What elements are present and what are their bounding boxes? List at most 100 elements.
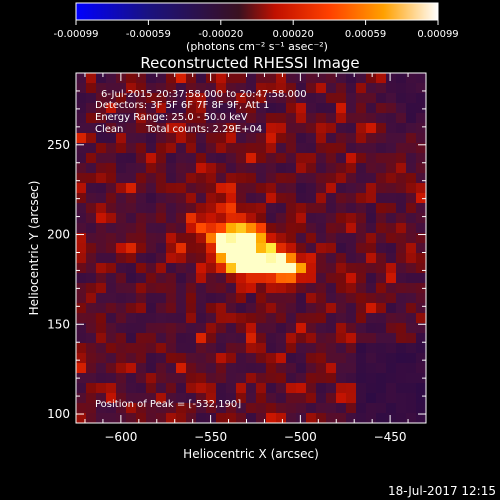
- heatmap-cell: [246, 283, 257, 294]
- heatmap-cell: [296, 323, 307, 334]
- heatmap-cell: [186, 203, 197, 214]
- heatmap-cell: [296, 163, 307, 174]
- heatmap-cell: [146, 163, 157, 174]
- heatmap-cell: [96, 353, 107, 364]
- heatmap-cell: [346, 313, 357, 324]
- heatmap-cell: [286, 323, 297, 334]
- heatmap-cell: [196, 333, 207, 344]
- heatmap-cell: [386, 153, 397, 164]
- heatmap-cell: [86, 333, 97, 344]
- heatmap-cell: [116, 373, 127, 384]
- heatmap-cell: [406, 243, 417, 254]
- heatmap-cell: [166, 263, 177, 274]
- heatmap-cell: [226, 73, 237, 84]
- heatmap-cell: [346, 363, 357, 374]
- heatmap-cell: [156, 333, 167, 344]
- heatmap-cell: [296, 223, 307, 234]
- heatmap-cell: [216, 103, 227, 114]
- heatmap-cell: [206, 113, 217, 124]
- heatmap-cell: [376, 163, 387, 174]
- heatmap-cell: [106, 113, 117, 124]
- heatmap-cell: [306, 263, 317, 274]
- heatmap-cell: [326, 203, 337, 214]
- heatmap-cell: [206, 193, 217, 204]
- heatmap-cell: [216, 313, 227, 324]
- heatmap-cell: [366, 213, 377, 224]
- heatmap-cell: [236, 273, 247, 284]
- heatmap-cell: [256, 353, 267, 364]
- heatmap-cell: [126, 243, 137, 254]
- heatmap-cell: [296, 173, 307, 184]
- heatmap-cell: [256, 273, 267, 284]
- heatmap-cell: [266, 343, 277, 354]
- heatmap-cell: [326, 113, 337, 124]
- heatmap-cell: [186, 193, 197, 204]
- heatmap-cell: [346, 203, 357, 214]
- heatmap-cell: [226, 153, 237, 164]
- heatmap-cell: [186, 333, 197, 344]
- heatmap-cell: [206, 283, 217, 294]
- heatmap-cell: [336, 343, 347, 354]
- heatmap-cell: [206, 163, 217, 174]
- heatmap-cell: [256, 263, 267, 274]
- heatmap-cell: [166, 103, 177, 114]
- heatmap-cell: [326, 323, 337, 334]
- heatmap-cell: [336, 383, 347, 394]
- heatmap-cell: [356, 133, 367, 144]
- heatmap-cell: [76, 413, 87, 423]
- heatmap-cell: [316, 403, 327, 414]
- heatmap-cell: [326, 253, 337, 264]
- heatmap-cell: [326, 123, 337, 134]
- heatmap-cell: [396, 383, 407, 394]
- heatmap-cell: [186, 353, 197, 364]
- heatmap-cell: [236, 283, 247, 294]
- heatmap-cell: [156, 263, 167, 274]
- heatmap-cell: [166, 213, 177, 224]
- heatmap-cell: [256, 103, 267, 114]
- heatmap-cell: [196, 213, 207, 224]
- heatmap-cell: [276, 413, 287, 423]
- heatmap-cell: [416, 353, 426, 364]
- heatmap-cell: [136, 293, 147, 304]
- heatmap-cell: [336, 283, 347, 294]
- heatmap-cell: [336, 153, 347, 164]
- heatmap-cell: [226, 413, 237, 423]
- heatmap-cell: [226, 403, 237, 414]
- heatmap-cell: [186, 403, 197, 414]
- heatmap-cell: [336, 183, 347, 194]
- heatmap-cell: [396, 323, 407, 334]
- heatmap-cell: [276, 83, 287, 94]
- heatmap-cell: [196, 93, 207, 104]
- heatmap-cell: [296, 303, 307, 314]
- heatmap-cell: [86, 343, 97, 354]
- colorbar-ticks: -0.00099 -0.00059 -0.00020 0.00020 0.00059 0.…: [54, 20, 459, 40]
- heatmap-cell: [296, 363, 307, 374]
- heatmap-cell: [346, 253, 357, 264]
- heatmap-cell: [346, 383, 357, 394]
- heatmap-cell: [276, 363, 287, 374]
- heatmap-cell: [186, 83, 197, 94]
- heatmap-cell: [156, 363, 167, 374]
- heatmap-cell: [336, 143, 347, 154]
- heatmap-cell: [396, 313, 407, 324]
- heatmap-cell: [196, 73, 207, 84]
- heatmap-cell: [196, 273, 207, 284]
- heatmap-cell: [246, 243, 257, 254]
- heatmap-cell: [386, 233, 397, 244]
- heatmap-cell: [376, 283, 387, 294]
- heatmap-cell: [76, 273, 87, 284]
- heatmap-cell: [76, 73, 87, 84]
- heatmap-cell: [76, 403, 87, 414]
- heatmap-cell: [286, 143, 297, 154]
- heatmap-cell: [196, 343, 207, 354]
- heatmap-cell: [156, 403, 167, 414]
- heatmap-cell: [256, 193, 267, 204]
- heatmap-cell: [146, 113, 157, 124]
- heatmap-cell: [166, 413, 177, 423]
- heatmap-cell: [416, 73, 426, 84]
- heatmap-cell: [316, 273, 327, 284]
- heatmap-cell: [296, 243, 307, 254]
- heatmap-cell: [196, 293, 207, 304]
- heatmap-cell: [156, 153, 167, 164]
- heatmap-cell: [116, 353, 127, 364]
